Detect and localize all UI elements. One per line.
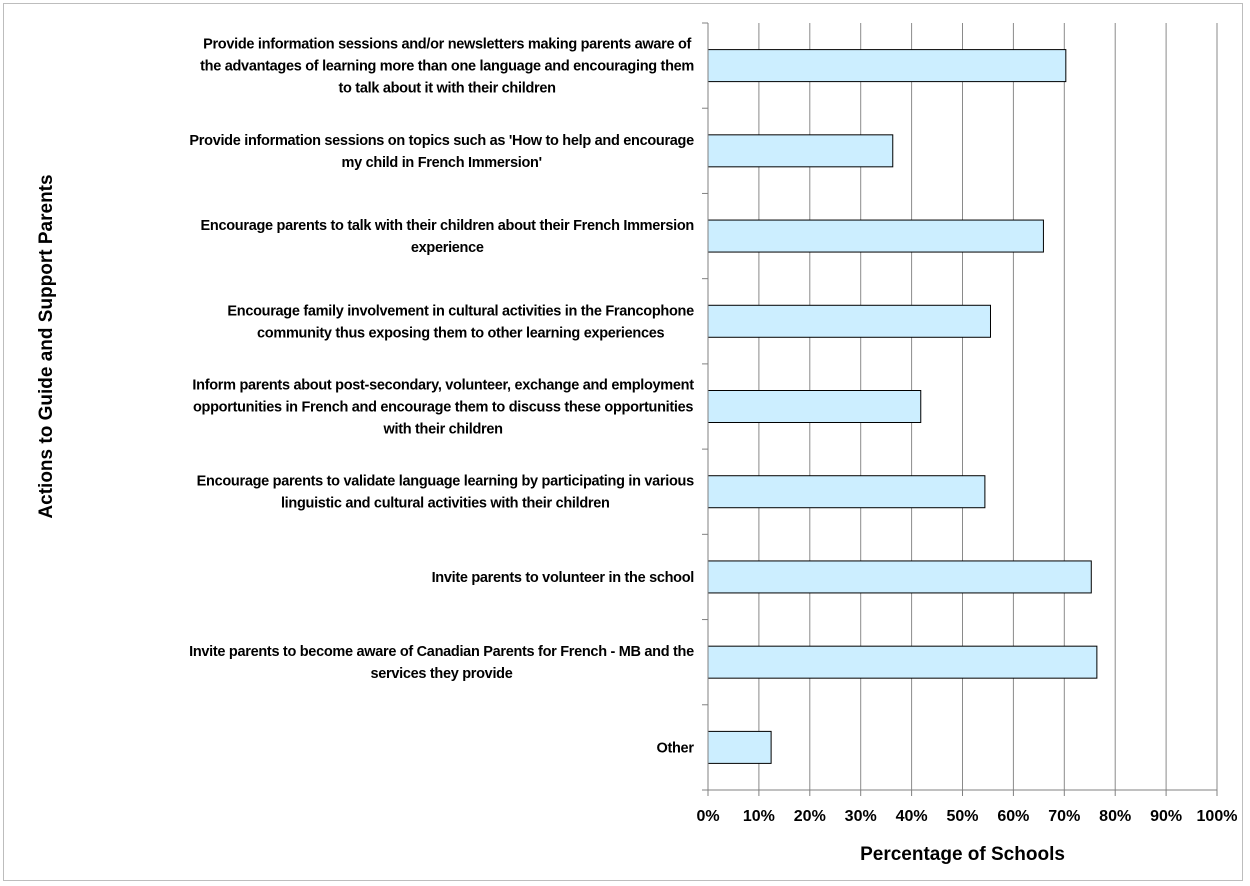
bar xyxy=(707,390,922,423)
bar xyxy=(707,560,1092,594)
category-label: Encourage parents to talk with their chi… xyxy=(201,218,694,256)
x-tick-label: 0% xyxy=(696,808,719,825)
x-tick-label: 30% xyxy=(845,808,877,825)
bars xyxy=(707,49,1098,764)
bar xyxy=(707,219,1044,253)
category-labels: Provide information sessions and/or news… xyxy=(189,37,694,757)
bar xyxy=(707,134,894,168)
x-tick-label: 60% xyxy=(997,808,1029,825)
category-label: Provide information sessions on topics s… xyxy=(189,133,694,171)
x-tick-label: 40% xyxy=(896,808,928,825)
x-tick-label: 70% xyxy=(1048,808,1080,825)
x-tick-label: 10% xyxy=(743,808,775,825)
category-label: Inform parents about post-secondary, vol… xyxy=(192,378,694,438)
category-label: Encourage family involvement in cultural… xyxy=(227,303,694,341)
x-tick-label: 50% xyxy=(946,808,978,825)
chart-frame: Provide information sessions and/or news… xyxy=(3,3,1243,881)
category-label: Invite parents to become aware of Canadi… xyxy=(189,644,694,682)
axes xyxy=(702,22,1218,796)
x-tick-labels: 0% 10% 20% 30% 40% 50% 60% 70% 80% 90% 100% xyxy=(696,808,1237,825)
x-axis-title: Percentage of Schools xyxy=(860,844,1065,865)
category-label: Encourage parents to validate language l… xyxy=(197,474,694,512)
bar xyxy=(707,730,772,764)
category-label: Invite parents to volunteer in the schoo… xyxy=(432,570,694,586)
x-tick-label: 80% xyxy=(1099,808,1131,825)
bar xyxy=(707,49,1067,83)
bar xyxy=(707,475,986,509)
x-tick-label: 100% xyxy=(1197,808,1238,825)
bar-chart: Provide information sessions and/or news… xyxy=(36,22,1237,865)
bar xyxy=(707,645,1098,679)
category-label: Other xyxy=(656,740,694,756)
y-axis-title: Actions to Guide and Support Parents xyxy=(36,174,57,518)
x-tick-label: 90% xyxy=(1150,808,1182,825)
x-tick-label: 20% xyxy=(794,808,826,825)
bar xyxy=(707,304,991,338)
category-label: Provide information sessions and/or news… xyxy=(200,37,694,97)
